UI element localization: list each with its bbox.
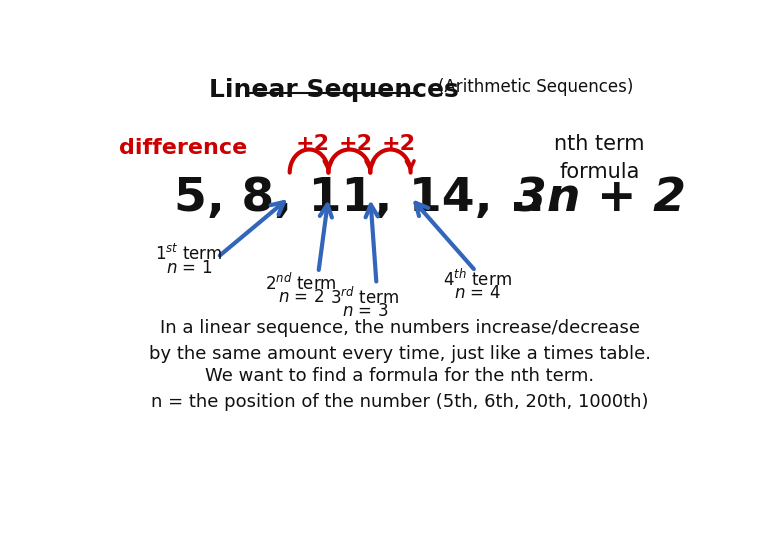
Text: We want to find a formula for the nth term.
n = the position of the number (5th,: We want to find a formula for the nth te… xyxy=(151,367,648,411)
Text: +2: +2 xyxy=(296,134,330,154)
Text: +2: +2 xyxy=(339,134,373,154)
Text: In a linear sequence, the numbers increase/decrease
by the same amount every tim: In a linear sequence, the numbers increa… xyxy=(149,319,651,363)
Text: $n$ = 1: $n$ = 1 xyxy=(166,259,212,277)
Text: (Arithmetic Sequences): (Arithmetic Sequences) xyxy=(438,78,633,96)
Text: 1$^{st}$ term: 1$^{st}$ term xyxy=(155,244,223,264)
Text: difference: difference xyxy=(119,138,247,158)
Text: 3$^{rd}$ term: 3$^{rd}$ term xyxy=(330,287,399,308)
Text: Linear Sequences: Linear Sequences xyxy=(209,78,459,102)
Text: 5, 8, 11, 14, ...: 5, 8, 11, 14, ... xyxy=(174,177,563,221)
Text: $n$ = 4: $n$ = 4 xyxy=(454,284,501,302)
Text: $n$ = 3: $n$ = 3 xyxy=(342,302,388,320)
Text: 4$^{th}$ term: 4$^{th}$ term xyxy=(443,269,512,290)
Text: +2: +2 xyxy=(381,134,415,154)
Text: 3n + 2: 3n + 2 xyxy=(514,177,686,221)
Text: 2$^{nd}$ term: 2$^{nd}$ term xyxy=(265,273,337,294)
Text: $n$ = 2: $n$ = 2 xyxy=(278,288,324,306)
Text: nth term
formula: nth term formula xyxy=(555,134,645,182)
